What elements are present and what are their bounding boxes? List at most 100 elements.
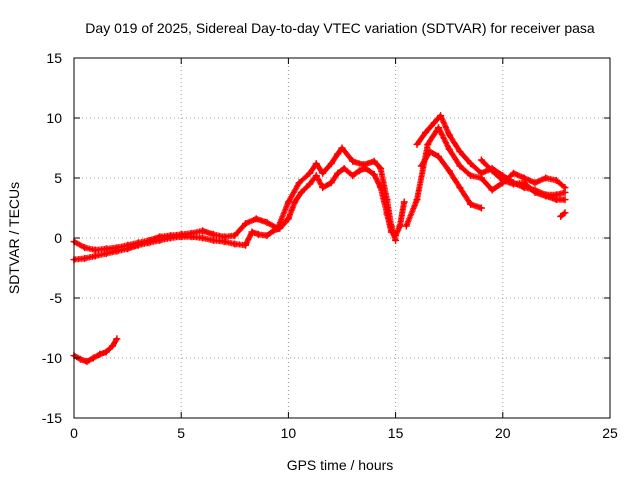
data-point — [124, 241, 132, 249]
data-series — [70, 112, 569, 366]
data-point — [370, 157, 378, 165]
data-point — [349, 157, 357, 165]
data-point — [349, 172, 357, 180]
data-point — [134, 239, 142, 247]
data-point — [488, 186, 496, 194]
data-point — [355, 167, 363, 175]
data-point — [89, 354, 97, 362]
data-point — [231, 232, 239, 240]
x-axis-label: GPS time / hours — [287, 457, 394, 473]
data-point — [561, 188, 569, 196]
data-point — [91, 252, 99, 260]
data-point — [242, 241, 249, 249]
data-point — [477, 204, 485, 212]
data-point — [456, 184, 464, 192]
data-point — [312, 160, 320, 168]
data-point — [284, 198, 292, 206]
data-point — [488, 167, 496, 175]
data-point — [248, 228, 256, 236]
data-point — [319, 169, 327, 177]
data-point — [113, 335, 121, 343]
data-point — [430, 119, 438, 127]
data-point — [252, 215, 260, 223]
series-track-main-upper — [70, 144, 400, 254]
data-point — [177, 230, 185, 238]
data-point — [145, 236, 153, 244]
x-tick-label: 15 — [388, 425, 404, 441]
data-point — [552, 196, 560, 204]
data-point — [477, 169, 485, 177]
data-point — [242, 220, 249, 228]
data-point — [109, 342, 117, 350]
x-tick-label: 10 — [281, 425, 297, 441]
data-point — [306, 180, 314, 188]
data-point — [91, 246, 99, 254]
data-point — [426, 148, 434, 156]
data-point — [96, 350, 104, 358]
data-point — [400, 198, 408, 206]
data-point — [81, 244, 89, 252]
y-tick-label: 0 — [54, 230, 62, 246]
data-point — [274, 224, 282, 232]
series-segment-end — [557, 209, 569, 220]
data-point — [417, 162, 425, 170]
data-point — [83, 358, 91, 366]
data-point — [520, 179, 528, 187]
data-point — [359, 161, 367, 169]
data-point — [102, 348, 110, 356]
y-tick-label: -5 — [50, 290, 63, 306]
data-point — [510, 180, 517, 188]
data-point — [456, 148, 464, 156]
data-point — [188, 229, 196, 237]
data-point — [531, 188, 539, 196]
data-point — [306, 169, 314, 177]
data-point — [209, 230, 217, 238]
x-tick-label: 0 — [70, 425, 78, 441]
data-point — [424, 140, 432, 148]
data-point — [284, 215, 292, 223]
data-point — [338, 144, 346, 152]
data-point — [327, 179, 335, 187]
data-point — [297, 188, 305, 196]
data-point — [377, 164, 385, 172]
series-markers — [403, 124, 568, 229]
data-point — [334, 150, 342, 158]
series-track-late-a — [402, 124, 569, 230]
y-tick-label: 10 — [46, 110, 62, 126]
data-point — [76, 355, 84, 363]
series-markers — [71, 335, 120, 365]
data-point — [199, 227, 207, 235]
data-point — [542, 174, 550, 182]
series-band — [419, 150, 483, 210]
data-point — [422, 128, 430, 136]
data-point — [387, 222, 395, 230]
data-point — [445, 167, 453, 175]
x-tick-label: 20 — [495, 425, 511, 441]
data-point — [561, 196, 569, 204]
data-point — [499, 176, 507, 184]
y-tick-label: 15 — [46, 50, 62, 66]
data-point — [435, 152, 442, 160]
data-point — [370, 170, 378, 178]
data-point — [392, 236, 400, 244]
data-point — [327, 160, 335, 168]
series-markers — [418, 148, 485, 211]
data-point — [319, 184, 327, 192]
data-point — [467, 200, 475, 208]
data-point — [477, 156, 485, 164]
data-point — [334, 169, 342, 177]
axis-ticks: 0 5 10 15 20 25 -15 -10 -5 0 5 10 15 — [42, 50, 618, 441]
data-point — [437, 112, 445, 120]
data-point — [231, 240, 239, 248]
data-point — [467, 160, 475, 168]
data-point — [340, 164, 348, 172]
y-tick-label: 5 — [54, 170, 62, 186]
data-point — [561, 209, 569, 217]
data-point — [295, 179, 303, 187]
x-tick-label: 5 — [177, 425, 185, 441]
data-point — [102, 245, 110, 253]
x-tick-label: 25 — [602, 425, 618, 441]
data-point — [254, 230, 262, 238]
y-tick-label: -10 — [42, 350, 62, 366]
series-markers — [557, 209, 568, 220]
